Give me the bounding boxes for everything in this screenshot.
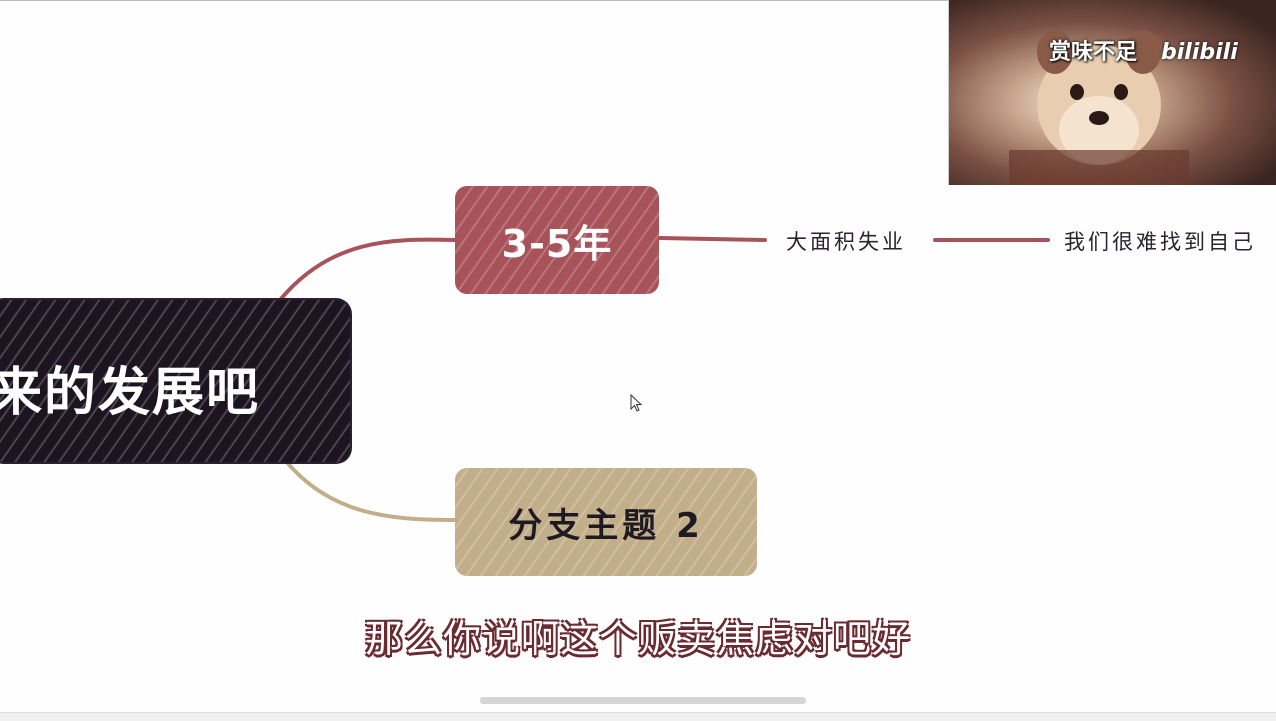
mouse-pointer-icon xyxy=(630,394,643,412)
sub-topic-1[interactable]: 大面积失业 xyxy=(786,230,906,254)
window-edge xyxy=(0,0,948,1)
red-panda-image xyxy=(1009,30,1189,185)
video-overlay: 赏味不足 bilibili xyxy=(948,0,1276,185)
horizontal-scrollbar[interactable] xyxy=(480,697,806,704)
bilibili-logo: bilibili xyxy=(1161,40,1238,65)
video-subtitle: 那么你说啊这个贩卖焦虑对吧好 xyxy=(364,617,911,661)
sub-topic-2[interactable]: 我们很难找到自己 xyxy=(1064,230,1256,254)
connector-root-branch-1 xyxy=(278,237,457,302)
branch-topic-2[interactable]: 分支主题 2 xyxy=(455,468,757,576)
status-bar xyxy=(0,712,1276,721)
connector-root-branch-2 xyxy=(283,458,457,522)
root-topic[interactable]: 来的发展吧 xyxy=(0,300,350,462)
connector-branch-1-sub-1 xyxy=(658,236,767,242)
video-caption: 赏味不足 xyxy=(1049,40,1138,65)
branch-topic-1-label: 3-5年 xyxy=(501,221,613,266)
branch-topic-1[interactable]: 3-5年 xyxy=(455,186,659,294)
branch-topic-2-label: 分支主题 2 xyxy=(508,505,704,546)
root-topic-label: 来的发展吧 xyxy=(0,363,261,423)
